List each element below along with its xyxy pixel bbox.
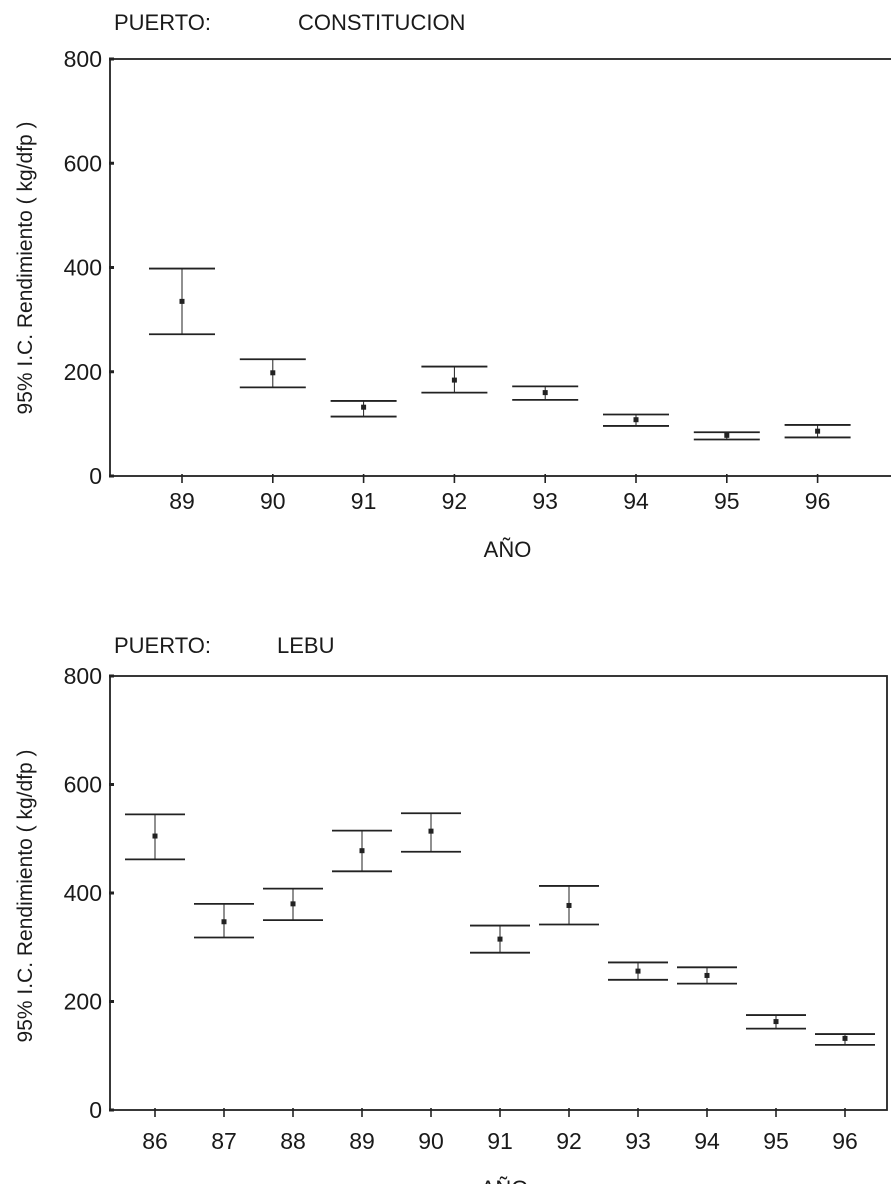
errorbar-95 (746, 1014, 806, 1030)
x-tick-label: 91 (351, 488, 377, 514)
errorbar-94 (603, 413, 669, 427)
y-tick-label: 800 (64, 663, 102, 689)
errorbar-90 (401, 812, 461, 853)
plot-frame (109, 58, 891, 477)
y-axis-label: 95% I.C. Rendimiento ( kg/dfp ) (14, 750, 37, 1043)
y-tick-label: 600 (64, 150, 102, 176)
errorbar-87 (194, 902, 254, 939)
x-tick-label: 96 (832, 1128, 858, 1154)
mean-point (290, 901, 296, 907)
chart-header: PUERTO: LEBU (114, 633, 334, 659)
x-tick-label: 93 (625, 1128, 651, 1154)
errorbar-89 (332, 829, 392, 873)
x-tick-label: 93 (532, 488, 558, 514)
y-tick-label: 800 (64, 46, 102, 72)
y-tick-label: 0 (89, 463, 102, 489)
y-tick-label: 400 (64, 255, 102, 281)
errorbar-93 (608, 961, 668, 981)
y-tick-label: 600 (64, 772, 102, 798)
x-tick-label: 90 (260, 488, 286, 514)
x-tick-label: 95 (714, 488, 740, 514)
mean-point (815, 428, 821, 434)
errorbar-92 (421, 365, 488, 394)
mean-point (635, 968, 641, 974)
mean-point (542, 390, 548, 396)
errorbar-91 (330, 400, 397, 418)
errorbar-93 (512, 385, 579, 401)
chart-panel-constitucion: PUERTO: CONSTITUCION 0 200 400 600 800 95% I.… (14, 10, 891, 562)
x-tick-label: 91 (487, 1128, 513, 1154)
errorbar-92 (539, 885, 599, 926)
y-tick-label: 0 (89, 1097, 102, 1123)
y-tick-label: 200 (64, 989, 102, 1015)
errorbar-90 (239, 358, 306, 389)
x-tick-label: 86 (142, 1128, 168, 1154)
chart-panel-lebu: PUERTO: LEBU 0 200 400 600 800 95% I.C. Rendi… (0, 618, 891, 1184)
mean-point (842, 1035, 848, 1041)
x-tick-label: 87 (211, 1128, 237, 1154)
x-tick-label: 89 (349, 1128, 375, 1154)
puerto-label: PUERTO: (114, 633, 211, 658)
mean-point (270, 370, 276, 376)
x-tick-label: 88 (280, 1128, 306, 1154)
errorbar-95 (693, 431, 760, 441)
x-tick-label: 92 (556, 1128, 582, 1154)
errorbar-chart: 0 200 400 600 800 95% I.C. Rendimiento ( kg/d… (14, 46, 891, 562)
errorbar-96 (784, 424, 851, 439)
y-tick-label: 200 (64, 359, 102, 385)
errorbar-94 (677, 966, 737, 985)
mean-point (451, 377, 457, 383)
puerto-value: CONSTITUCION (298, 10, 466, 35)
mean-point (497, 936, 503, 942)
mean-point (566, 902, 572, 908)
puerto-label: PUERTO: (114, 10, 211, 35)
puerto-value: LEBU (277, 633, 335, 658)
errorbar-91 (470, 924, 530, 954)
x-tick-label: 90 (418, 1128, 444, 1154)
chart-header: PUERTO: CONSTITUCION (114, 10, 465, 36)
plot-frame (109, 675, 888, 1111)
errorbar-96 (815, 1033, 875, 1046)
mean-point (724, 432, 730, 438)
x-tick-label: 94 (623, 488, 649, 514)
mean-point (633, 417, 639, 423)
errorbar-chart: 0 200 400 600 800 95% I.C. Rendimiento ( kg/d… (14, 663, 888, 1184)
y-tick-label: 400 (64, 880, 102, 906)
x-tick-label: 95 (763, 1128, 789, 1154)
x-axis-label: AÑO (481, 1176, 529, 1184)
mean-point (704, 972, 710, 978)
x-tick-label: 96 (805, 488, 831, 514)
y-axis-label: 95% I.C. Rendimiento ( kg/dfp ) (14, 122, 37, 415)
mean-point (773, 1019, 779, 1025)
x-tick-label: 92 (442, 488, 468, 514)
errorbar-86 (125, 813, 185, 861)
x-tick-label: 89 (169, 488, 195, 514)
mean-point (179, 298, 185, 304)
mean-point (361, 404, 367, 410)
mean-point (221, 919, 227, 925)
errorbar-88 (263, 887, 323, 922)
x-tick-label: 94 (694, 1128, 720, 1154)
x-axis-label: AÑO (484, 537, 532, 562)
mean-point (428, 828, 434, 834)
mean-point (152, 833, 158, 839)
errorbar-89 (149, 267, 215, 336)
mean-point (359, 848, 365, 854)
